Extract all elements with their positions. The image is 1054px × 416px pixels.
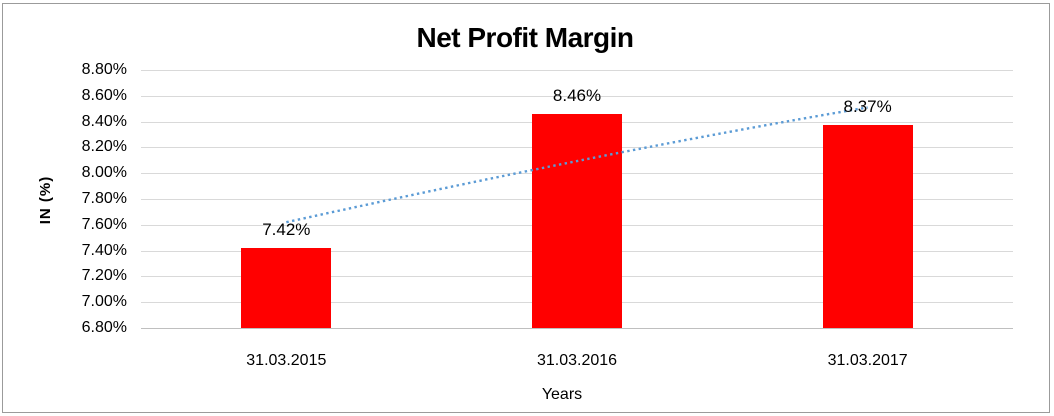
plot-area: 7.42% 8.46% 8.37% (141, 70, 1013, 329)
data-label: 8.46% (552, 85, 602, 105)
x-tick-label: 31.03.2016 (536, 352, 618, 369)
y-tick-label: 7.40% (81, 241, 127, 259)
y-tick-label: 8.20% (81, 138, 127, 156)
x-axis-title: Years (541, 386, 583, 403)
bar-31.03.2016 (532, 113, 622, 328)
y-tick-label: 7.00% (81, 293, 127, 311)
gridline (141, 70, 1013, 71)
y-tick-label: 6.80% (81, 319, 127, 336)
data-label: 7.42% (262, 220, 311, 240)
bar-31.03.2017 (822, 125, 913, 328)
x-tick-label: 31.03.2015 (246, 352, 327, 369)
y-tick-label: 8.80% (81, 61, 127, 78)
bar-31.03.2015 (241, 248, 332, 328)
y-tick-label: 8.00% (81, 164, 127, 182)
gridline (141, 95, 1013, 97)
y-tick-label: 8.60% (81, 86, 127, 104)
x-axis-line (141, 328, 1013, 329)
y-tick-label: 7.20% (81, 267, 127, 285)
data-label: 8.37% (843, 97, 892, 117)
y-tick-label: 7.60% (81, 215, 127, 233)
trendline (286, 106, 868, 224)
chart-title: Net Profit Margin (416, 22, 634, 53)
y-tick-label: 7.80% (81, 190, 127, 207)
x-tick-label: 31.03.2017 (827, 352, 908, 369)
y-tick-label: 8.40% (81, 112, 127, 130)
